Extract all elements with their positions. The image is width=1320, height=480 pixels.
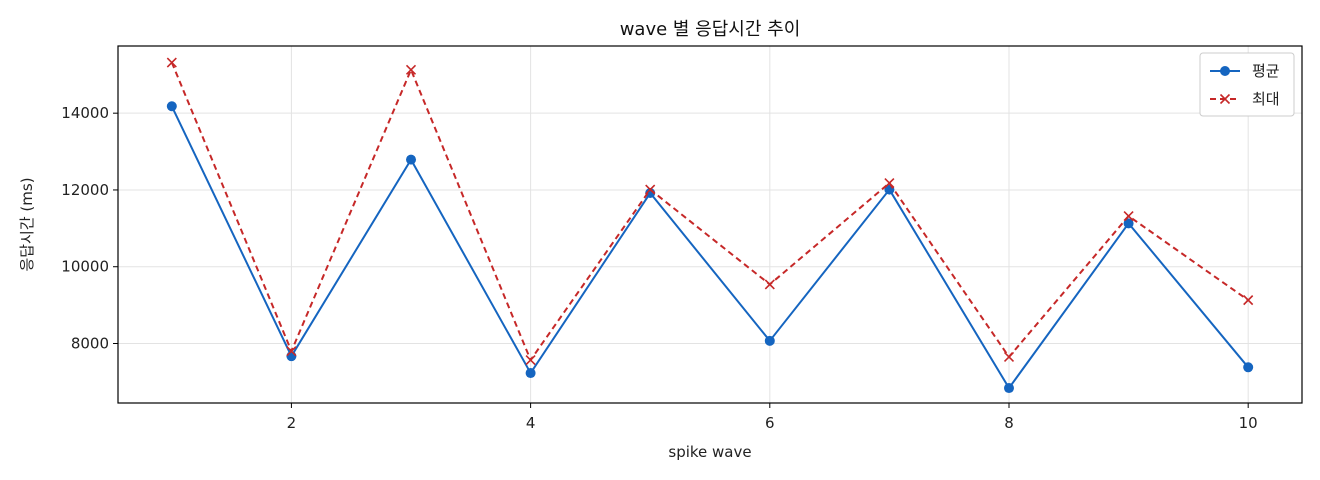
- x-tick-label: 6: [765, 414, 775, 432]
- y-tick-label: 8000: [71, 335, 109, 353]
- x-axis-label: spike wave: [668, 443, 751, 461]
- legend-marker: [1219, 93, 1231, 105]
- data-point: [884, 177, 895, 189]
- legend-marker: [1220, 66, 1230, 76]
- x-tick-label: 4: [526, 414, 536, 432]
- x-marker-stroke: [884, 177, 895, 189]
- x-tick-label: 8: [1004, 414, 1014, 432]
- x-marker-stroke: [764, 279, 775, 290]
- data-point: [1003, 383, 1014, 394]
- y-tick-label: 10000: [61, 258, 109, 276]
- data-point: [1123, 218, 1134, 229]
- data-point: [1123, 210, 1134, 222]
- x-marker-stroke: [405, 64, 417, 75]
- data-point: [405, 64, 417, 75]
- data-point: [525, 354, 536, 366]
- data-point: [406, 154, 417, 165]
- x-tick-label: 2: [287, 414, 297, 432]
- legend-entry: 평균: [1210, 62, 1280, 80]
- data-point: [1243, 362, 1254, 373]
- data-point: [764, 335, 775, 346]
- chart-title: wave 별 응답시간 추이: [620, 19, 801, 40]
- y-axis-label: 응답시간 (ms): [18, 177, 36, 271]
- x-marker-stroke: [286, 346, 297, 357]
- data-point: [166, 101, 177, 112]
- y-tick-label: 14000: [61, 104, 109, 122]
- series-maximum: [166, 57, 1254, 366]
- series-line: [170, 105, 1249, 390]
- series-layer: [166, 57, 1254, 394]
- series-line: [170, 62, 1249, 362]
- legend-label: 평균: [1252, 62, 1280, 80]
- x-marker-stroke: [1003, 351, 1015, 363]
- data-point: [286, 346, 297, 357]
- x-marker-stroke: [1123, 210, 1134, 222]
- legend-label: 최대: [1252, 90, 1280, 108]
- x-marker-stroke: [1219, 93, 1231, 105]
- x-marker-stroke: [166, 57, 177, 68]
- legend-box: [1199, 52, 1295, 117]
- x-marker-stroke: [525, 354, 536, 366]
- data-point: [1243, 295, 1254, 306]
- x-tick-label: 10: [1239, 414, 1258, 432]
- data-point: [645, 184, 656, 195]
- data-point: [1003, 351, 1015, 363]
- data-point: [166, 57, 177, 68]
- series-average: [166, 101, 1254, 394]
- x-marker-stroke: [645, 184, 656, 195]
- data-point: [525, 368, 536, 379]
- legend-entry: 최대: [1210, 90, 1280, 108]
- data-point: [764, 279, 775, 290]
- data-point: [286, 351, 297, 362]
- x-marker-stroke: [1243, 295, 1254, 306]
- y-tick-label: 12000: [61, 181, 109, 199]
- plot-area-frame: [117, 45, 1303, 404]
- axes: 2 4 6 8 10 8000 10000 12000 14000: [61, 104, 1257, 432]
